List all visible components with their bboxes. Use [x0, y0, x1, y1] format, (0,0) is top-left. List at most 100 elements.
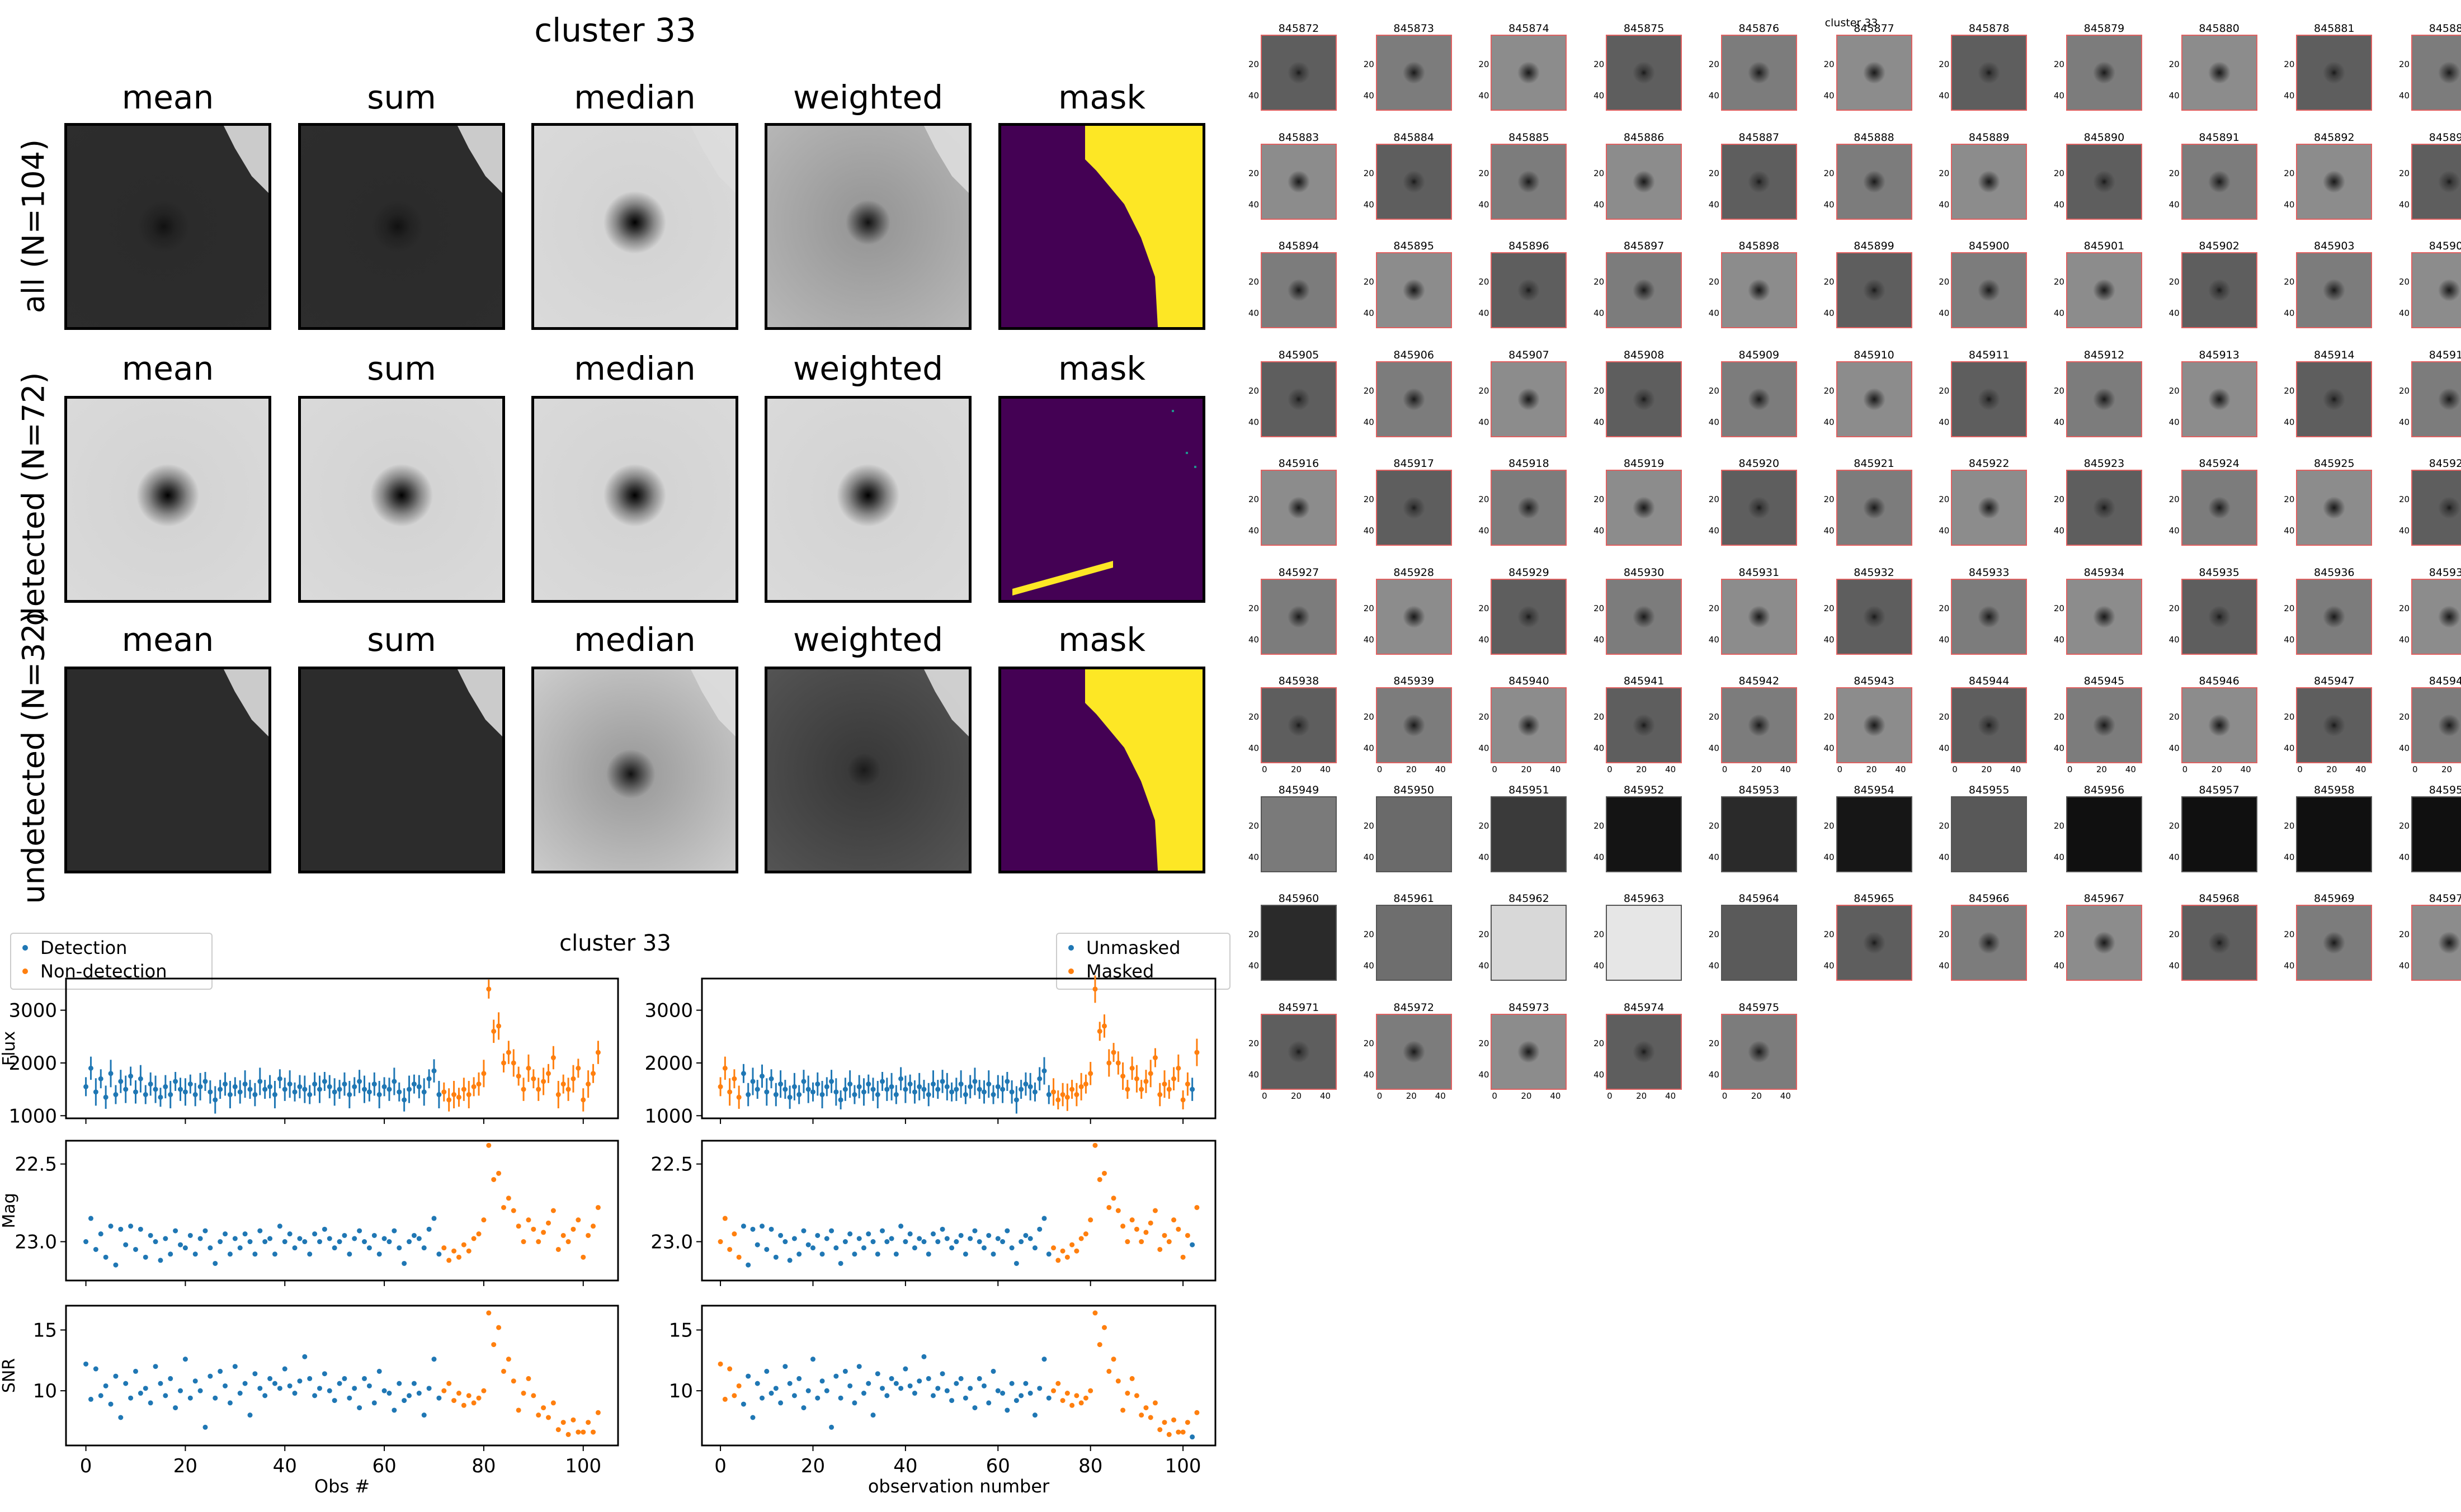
stamp-label: 845922 [1968, 457, 2010, 470]
stamp-y-tick: 20 [1939, 277, 1950, 287]
data-point [1176, 1429, 1181, 1435]
data-point [576, 1217, 581, 1223]
data-point [182, 1245, 188, 1251]
stamp-label: 845874 [1508, 22, 1549, 35]
data-point [1083, 1395, 1088, 1401]
data-point [1083, 1231, 1088, 1237]
data-point [371, 1232, 377, 1238]
stamp-y-tick: 20 [1478, 277, 1489, 287]
data-point [805, 1242, 811, 1248]
stamp-label: 845876 [1738, 22, 1780, 35]
stamp-label: 845889 [1968, 131, 2010, 144]
data-point [471, 1236, 477, 1241]
lightcurve-title: cluster 33 [559, 930, 671, 956]
data-point [128, 1395, 134, 1401]
data-point [1009, 1089, 1015, 1095]
stamp-image [2411, 905, 2461, 981]
y-tick-label: 15 [33, 1319, 57, 1341]
data-point [884, 1393, 890, 1398]
stamp-label: 845970 [2429, 892, 2461, 905]
stamp-y-tick: 20 [2399, 168, 2410, 178]
stamp-label: 845973 [1508, 1001, 1549, 1014]
data-point [1041, 1068, 1047, 1074]
data-point [292, 1245, 298, 1251]
stamp-label: 845920 [1738, 457, 1780, 470]
data-point [944, 1236, 950, 1241]
data-point [1185, 1081, 1190, 1087]
stamp-x-tick: 20 [1866, 764, 1877, 774]
stamp-y-tick: 20 [2053, 59, 2064, 69]
stamp-image [1491, 143, 1567, 220]
data-point [921, 1086, 927, 1092]
stamp-y-tick: 20 [2284, 712, 2295, 722]
stamp-label: 845953 [1738, 783, 1780, 796]
stamp-y-tick: 40 [2168, 743, 2180, 753]
stamp-label: 845924 [2199, 457, 2240, 470]
stamp-x-tick: 0 [1376, 1090, 1383, 1101]
data-point [307, 1092, 313, 1098]
data-point [1078, 1236, 1084, 1241]
data-point [322, 1079, 327, 1084]
data-point [875, 1371, 880, 1377]
data-point [986, 1400, 992, 1406]
data-point [192, 1251, 198, 1257]
data-point [1176, 1065, 1181, 1071]
data-point [486, 986, 492, 992]
data-point [1055, 1381, 1061, 1386]
stamp-x-tick: 0 [2297, 764, 2303, 774]
stamp-label: 845890 [2083, 131, 2125, 144]
stamp-y-tick: 40 [1593, 308, 1605, 318]
stamp-y-tick: 20 [1823, 820, 1835, 831]
data-point [496, 1170, 502, 1176]
data-point [421, 1412, 427, 1418]
data-point [782, 1364, 788, 1369]
stamp-image [2181, 470, 2257, 546]
data-point [223, 1081, 228, 1087]
data-point [972, 1405, 978, 1411]
data-point [546, 1415, 551, 1420]
stamp-y-tick: 40 [1593, 199, 1605, 210]
stamp-image [1491, 687, 1567, 763]
data-point [893, 1381, 899, 1386]
stamp-image [2181, 361, 2257, 437]
data-point [521, 1086, 526, 1092]
data-point [347, 1092, 352, 1098]
stamp-y-tick: 20 [1939, 929, 1950, 939]
data-point [917, 1236, 922, 1241]
stamp-y-tick: 20 [1823, 712, 1835, 722]
data-point [407, 1393, 412, 1398]
data-point [833, 1245, 839, 1251]
stamp-y-tick: 40 [1478, 852, 1489, 862]
data-point [796, 1092, 802, 1098]
stamp-image [2066, 470, 2142, 546]
data-point [312, 1393, 318, 1398]
data-point [402, 1398, 407, 1404]
data-point [227, 1092, 233, 1098]
stamp-y-tick: 40 [1593, 91, 1605, 101]
data-point [491, 1028, 497, 1034]
stamp-y-tick: 40 [1593, 852, 1605, 862]
data-point [1097, 1176, 1102, 1182]
data-point [262, 1239, 268, 1245]
stamp-y-tick: 40 [1939, 199, 1950, 210]
data-point [1166, 1239, 1172, 1245]
stamp-image [1951, 35, 2028, 111]
data-point [153, 1364, 158, 1369]
stamp-y-tick: 20 [1823, 277, 1835, 287]
stamp-image [2296, 905, 2373, 981]
data-point [1074, 1393, 1079, 1398]
data-point [416, 1391, 422, 1396]
data-point [397, 1245, 402, 1251]
data-point [866, 1081, 871, 1087]
data-point [1106, 1204, 1112, 1210]
data-point [93, 1366, 98, 1372]
data-point [148, 1400, 153, 1406]
data-point [1055, 1097, 1061, 1103]
data-point [501, 1204, 506, 1210]
data-point [977, 1376, 982, 1381]
stamp-y-tick: 20 [2168, 494, 2180, 504]
stamp-image [1261, 905, 1337, 981]
data-point [1143, 1230, 1149, 1235]
stamp-y-tick: 40 [1248, 526, 1260, 536]
stamp-y-tick: 20 [1593, 1038, 1605, 1048]
